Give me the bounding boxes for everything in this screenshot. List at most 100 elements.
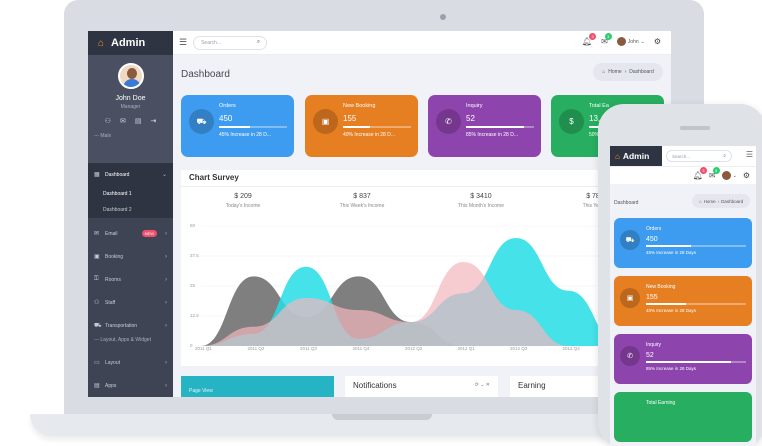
card-title: Inquiry [646, 342, 662, 348]
stat-value: $ 78 [586, 193, 600, 200]
sidebar-item-layout[interactable]: ▭ Layout › [88, 351, 173, 374]
y-tick-label: 12.5 [190, 313, 199, 318]
bell-icon[interactable]: 🔔︎ 3 [582, 33, 597, 46]
gear-icon[interactable]: ⚙ [742, 171, 750, 180]
stat-label: This Week's Income [339, 203, 385, 209]
stat-card-inquiry[interactable]: ✆ Inquiry 52 85% Increase in 28 Days [614, 334, 752, 384]
sidebar-item-apps[interactable]: ▤ Apps › [88, 374, 173, 397]
transportation-icon: ⛟ [94, 322, 102, 329]
progress-bar [466, 126, 534, 128]
phone-screen: ⌂ Admin Search... ⌕ ☰ 🔔︎ 3 ✉ 3 ⌄ ⚙ Dashboa… [610, 146, 756, 446]
chevron-right-icon: › [165, 322, 167, 329]
avatar[interactable] [117, 63, 144, 89]
logout-icon[interactable]: ⇥ [150, 118, 157, 125]
phone-frame: ⌂ Admin Search... ⌕ ☰ 🔔︎ 3 ✉ 3 ⌄ ⚙ Dashboa… [598, 104, 762, 446]
y-tick-label: 37.5 [190, 253, 199, 258]
chevron-down-icon: ⌄ [732, 172, 737, 179]
x-tick-label: 2012 Q1 [457, 346, 475, 351]
search-icon[interactable]: ⌕ [723, 153, 726, 159]
breadcrumb-home[interactable]: Home [703, 198, 716, 204]
stat-label: This Year [582, 203, 604, 209]
phone-icon: ✆ [620, 346, 640, 366]
sidebar-item-email[interactable]: ✉ Email NEW › [88, 222, 173, 245]
phone-topbar: ⌂ Admin Search... ⌕ ☰ [610, 146, 756, 166]
card-value: 450 [646, 236, 658, 243]
breadcrumb-home[interactable]: Home [608, 69, 622, 75]
stat-card-total-earning[interactable]: Total Earning [614, 392, 752, 442]
user-name: John [627, 38, 639, 45]
card-description: 85% Increase in 28 Days [646, 365, 697, 371]
chart-survey-panel: Chart Survey $ 209 Today's Income $ 837 … [181, 170, 671, 366]
card-description: 40% Increase in 28 Days [646, 307, 697, 313]
stat-card-orders[interactable]: ⛟ Orders 450 45% Increase in 28 Days [614, 218, 752, 268]
suitcase-icon: ▣ [313, 109, 338, 134]
progress-bar [646, 361, 746, 363]
x-tick-label: 2011 Q4 [352, 346, 370, 351]
sidebar-item-label: Layout [105, 359, 121, 366]
card-description: 40% Increase in 28 D... [343, 131, 395, 138]
profile-role: Manager [120, 104, 141, 110]
nav-section-label: --- Main [94, 133, 112, 139]
search-input[interactable]: Search... ⌕ [193, 35, 268, 50]
message-icon[interactable]: ✉ 3 [709, 167, 720, 180]
sidebar-item-transportation[interactable]: ⛟ Transportation › [88, 314, 173, 337]
stat-card-new-booking[interactable]: ▣ New Booking 155 40% Increase in 28 Day… [614, 276, 752, 326]
laptop-camera [440, 14, 446, 20]
card-title: Orders [219, 103, 236, 109]
user-menu[interactable]: ⌄ [721, 171, 737, 180]
stat-card-inquiry[interactable]: ✆ Inquiry 52 85% Increase in 28 D... [428, 95, 541, 157]
sidebar-item-booking[interactable]: ▣ Booking › [88, 245, 173, 268]
card-value: 52 [466, 114, 475, 123]
gear-icon[interactable]: ⚙ [653, 37, 661, 46]
card-title: New Booking [646, 284, 676, 290]
avatar [721, 171, 731, 180]
stat-value: $ 3410 [470, 193, 492, 200]
mail-icon[interactable]: ✉ [119, 118, 126, 125]
close-icon[interactable]: ✕ [485, 382, 490, 388]
sidebar-item-rooms[interactable]: ⚿ Rooms › [88, 268, 173, 291]
user-menu[interactable]: John ⌄ [616, 37, 645, 46]
x-tick-label: 2012 Q4 [562, 346, 580, 351]
area-series-3[interactable] [201, 262, 621, 346]
hamburger-menu-icon[interactable]: ☰ [179, 37, 188, 47]
message-icon[interactable]: ✉ 3 [601, 33, 612, 46]
card-value: 155 [343, 114, 357, 123]
booking-icon: ▣ [94, 254, 100, 260]
breadcrumb-current: Dashboard [629, 69, 654, 75]
income-stat-year: $ 78 This Year [553, 193, 633, 209]
card-description: 50% [589, 131, 600, 138]
search-icon[interactable]: ⌕ [256, 39, 261, 45]
card-title: Total Earning [646, 400, 676, 406]
hamburger-menu-icon[interactable]: ☰ [745, 150, 753, 159]
chat-icon[interactable]: ▤ [134, 118, 142, 125]
card-value: 450 [219, 114, 233, 123]
sidebar-item-label: Rooms [105, 276, 121, 283]
suitcase-icon: ▣ [620, 288, 640, 308]
bell-icon[interactable]: 🔔︎ 3 [693, 167, 707, 180]
chevron-down-icon[interactable]: ⌄ [480, 382, 485, 388]
brand-logo[interactable]: ⌂ Admin [610, 146, 662, 166]
notifications-panel: Notifications ⟳ ⌄ ✕ [345, 376, 498, 397]
laptop-notch [332, 414, 432, 420]
sidebar-item-label: Booking [105, 253, 124, 260]
stat-card-orders[interactable]: ⛟ Orders 450 45% Increase in 28 D... [181, 95, 294, 157]
new-badge: NEW [141, 230, 157, 237]
sidebar-subitem-dashboard-1[interactable]: Dashboard 1 [88, 186, 173, 202]
card-description: 45% Increase in 28 Days [646, 249, 697, 255]
sidebar-nav: ▦ Dashboard ⌄ Dashboard 1 Dashboard 2 ✉ … [88, 163, 173, 397]
progress-bar [646, 303, 746, 305]
sidebar-item-staff[interactable]: ⚇ Staff › [88, 291, 173, 314]
refresh-icon[interactable]: ⟳ [474, 382, 479, 388]
stat-card-new-booking[interactable]: ▣ New Booking 155 40% Increase in 28 D..… [305, 95, 418, 157]
home-icon: ⌂ [698, 198, 702, 204]
sidebar-item-label: Apps [105, 382, 117, 389]
sidebar-subitem-dashboard-2[interactable]: Dashboard 2 [88, 202, 173, 218]
dashboard-icon: ▦ [94, 172, 100, 178]
sidebar-item-dashboard[interactable]: ▦ Dashboard ⌄ [88, 163, 173, 186]
brand-logo[interactable]: ⌂ Admin [88, 31, 173, 55]
message-count: 3 [604, 33, 612, 40]
search-input[interactable]: Search... ⌕ [666, 150, 732, 162]
chart-title: Chart Survey [189, 173, 239, 182]
user-icon[interactable]: ⚇ [104, 118, 111, 125]
